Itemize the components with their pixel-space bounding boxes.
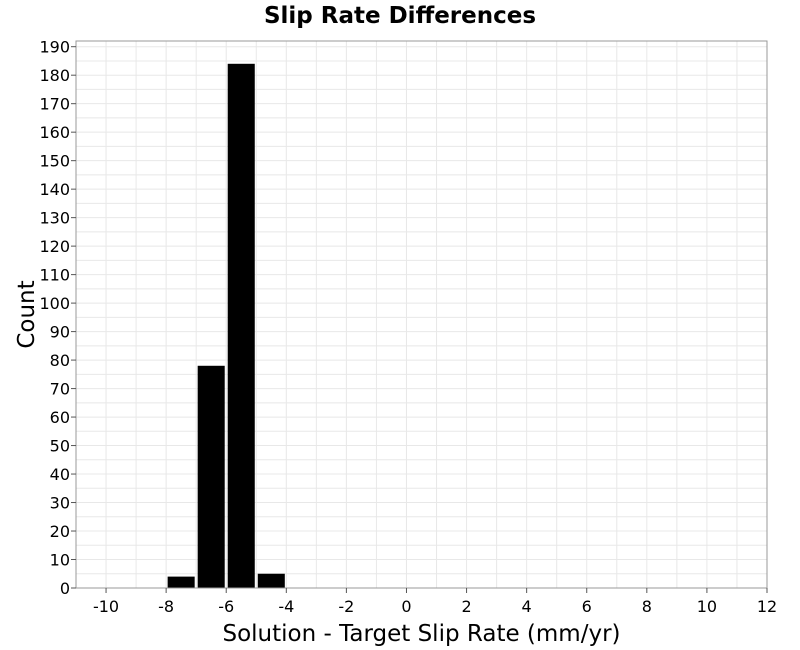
x-tick-label: -2 [338,597,354,616]
y-tick-label: 90 [50,323,70,342]
y-tick-label: 20 [50,522,70,541]
x-tick-label: 2 [461,597,471,616]
histogram-bar [257,573,285,588]
y-tick-label: 40 [50,465,70,484]
y-tick-label: 30 [50,494,70,513]
y-tick-label: 150 [39,152,70,171]
plot-background [76,41,767,588]
histogram-bar [167,576,195,588]
x-tick-label: -6 [218,597,234,616]
histogram-bar [227,63,255,588]
x-tick-label: -10 [93,597,119,616]
y-tick-label: 50 [50,437,70,456]
x-axis-label: Solution - Target Slip Rate (mm/yr) [223,621,621,647]
x-tick-label: 12 [757,597,777,616]
y-tick-label: 100 [39,294,70,313]
x-tick-label: 6 [582,597,592,616]
x-tick-label: 10 [697,597,717,616]
x-tick-label: -4 [278,597,294,616]
y-tick-label: 120 [39,237,70,256]
histogram-bar [197,365,225,588]
x-tick-label: 4 [522,597,532,616]
x-tick-label: 0 [401,597,411,616]
y-tick-label: 0 [60,579,70,598]
y-tick-label: 170 [39,95,70,114]
y-tick-label: 10 [50,551,70,570]
x-tick-label: -8 [158,597,174,616]
y-tick-label: 160 [39,123,70,142]
y-tick-label: 190 [39,38,70,57]
y-axis-label: Count [14,280,40,348]
y-axis: 0 10 20 30 40 50 60 70 80 90 100 110 120 130 140 150 160… [39,38,76,598]
y-tick-label: 70 [50,380,70,399]
y-tick-label: 110 [39,266,70,285]
y-tick-label: 60 [50,408,70,427]
x-axis: -10 -8 -6 -4 -2 0 2 4 6 8 10 12 [93,588,777,616]
chart-title: Slip Rate Differences [263,3,537,29]
bars [167,63,285,588]
y-tick-label: 130 [39,209,70,228]
plot-area [75,40,768,589]
grid-lines [75,41,768,588]
y-tick-label: 140 [39,180,70,199]
y-tick-label: 180 [39,66,70,85]
x-tick-label: 8 [642,597,652,616]
y-tick-label: 80 [50,351,70,370]
